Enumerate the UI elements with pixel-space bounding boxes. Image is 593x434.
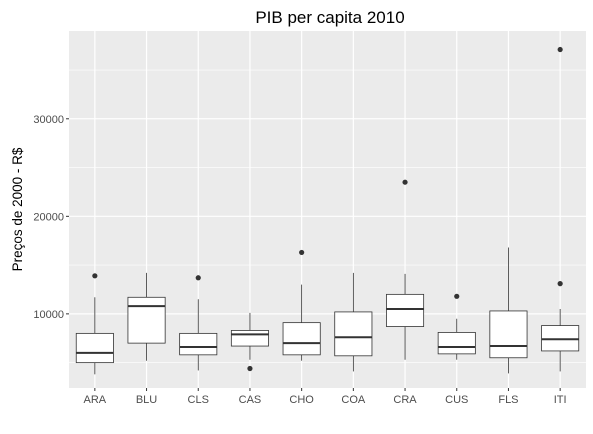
iqr-box	[437, 332, 476, 355]
x-axis: ARA BLU CLS CAS CHO COA CRA CUS FLS ITI	[84, 388, 567, 406]
y-tick-label: 20000	[33, 211, 64, 223]
x-tick-label: CHO	[289, 394, 314, 406]
outlier-point	[92, 273, 98, 279]
x-tick-label: ITI	[554, 394, 567, 406]
chart-title: PIB per capita 2010	[255, 8, 404, 27]
x-tick-label: BLU	[136, 394, 157, 406]
iqr-box	[75, 332, 114, 364]
y-axis: 10000 20000 30000	[33, 114, 69, 321]
box-cls	[179, 275, 218, 371]
x-tick-label: ARA	[84, 394, 107, 406]
outlier-point	[195, 275, 201, 281]
outlier-point	[402, 179, 408, 185]
y-tick-label: 30000	[33, 114, 64, 126]
outlier-point	[247, 365, 253, 372]
box-cra	[386, 179, 425, 360]
x-tick-label: CRA	[393, 394, 417, 406]
box-cho	[282, 249, 321, 361]
x-tick-label: CLS	[188, 394, 209, 406]
outlier-point	[557, 281, 563, 287]
x-tick-label: CUS	[445, 394, 468, 406]
iqr-box	[230, 330, 269, 347]
box-fls	[489, 247, 528, 374]
box-blu	[127, 272, 166, 361]
x-tick-label: COA	[341, 394, 366, 406]
iqr-box	[386, 293, 425, 327]
iqr-box	[127, 296, 166, 344]
y-axis-title: Preços de 2000 - R$	[10, 147, 25, 271]
box-cus	[437, 293, 476, 360]
iqr-box	[489, 310, 528, 359]
iqr-box	[282, 322, 321, 356]
x-tick-label: CAS	[239, 394, 262, 406]
box-iti	[541, 46, 580, 372]
iqr-box	[334, 311, 373, 357]
outlier-point	[454, 293, 460, 299]
y-tick-label: 10000	[33, 309, 64, 321]
box-cas	[230, 312, 269, 372]
box-coa	[334, 272, 373, 372]
iqr-box	[179, 332, 218, 356]
box-ara	[75, 273, 114, 375]
outlier-point	[557, 46, 563, 53]
boxes-layer	[75, 46, 580, 375]
x-tick-label: FLS	[498, 394, 518, 406]
outlier-point	[299, 249, 305, 256]
